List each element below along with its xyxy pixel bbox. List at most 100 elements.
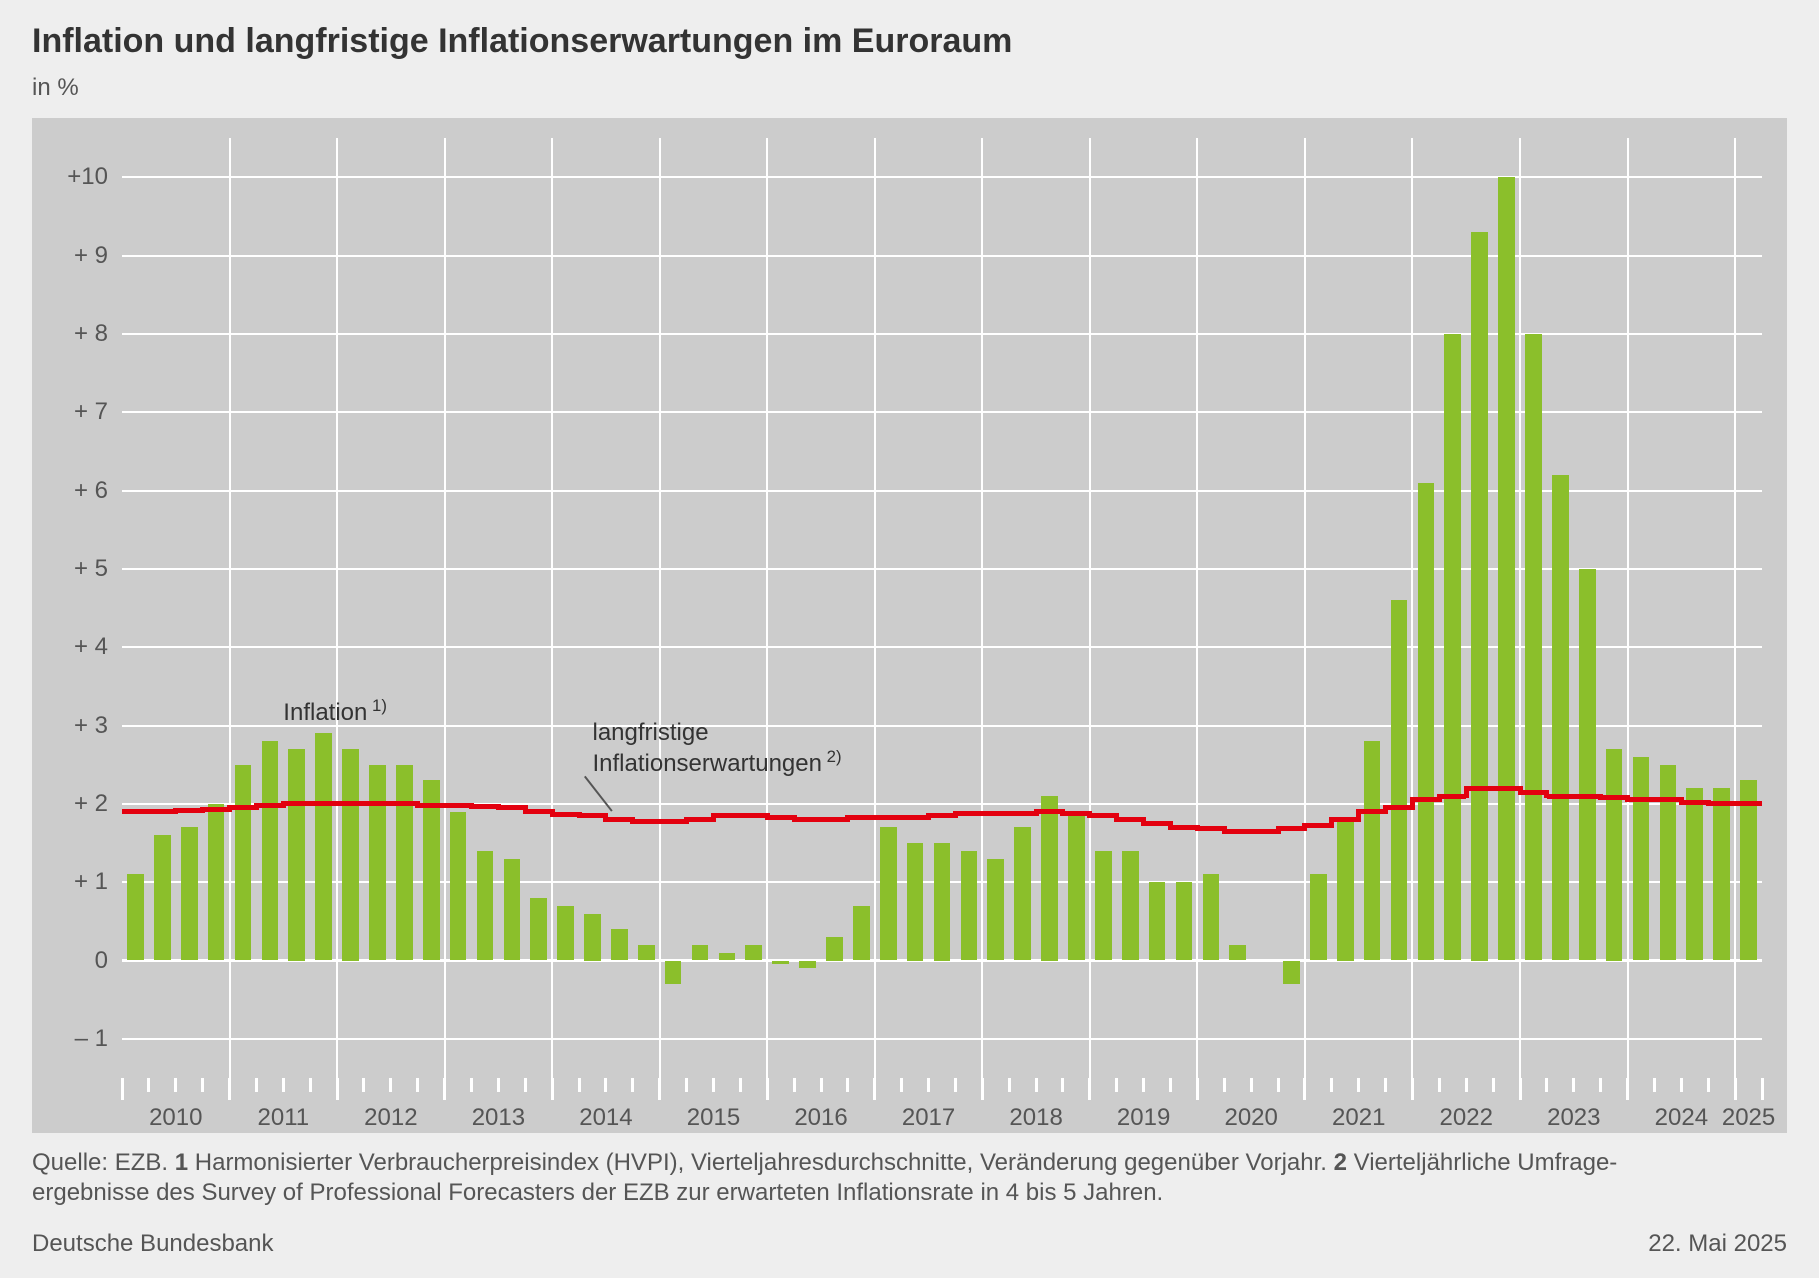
- x-tick-minor: [1330, 1078, 1333, 1092]
- x-tick-minor: [927, 1078, 930, 1092]
- line-connector: [281, 801, 286, 808]
- x-year-label: 2015: [687, 1104, 740, 1132]
- x-tick-minor: [1169, 1078, 1172, 1092]
- bar: [1364, 741, 1381, 960]
- x-year-label: 2024: [1655, 1104, 1708, 1132]
- y-tick-label: + 6: [74, 477, 108, 505]
- bar: [1579, 569, 1596, 961]
- line-connector: [1249, 829, 1254, 834]
- x-tick-minor: [685, 1078, 688, 1092]
- bar: [772, 961, 789, 965]
- line-segment: [1359, 809, 1386, 814]
- line-segment: [660, 819, 687, 824]
- line-connector: [1679, 797, 1684, 804]
- line-segment: [1628, 797, 1655, 802]
- x-tick-major: [981, 1078, 984, 1100]
- x-tick-major: [443, 1078, 446, 1100]
- line-segment: [256, 803, 283, 808]
- bar: [1418, 483, 1435, 961]
- bar: [181, 827, 198, 960]
- grid-line-h: [122, 490, 1762, 492]
- line-connector: [1168, 821, 1173, 830]
- bar: [1686, 788, 1703, 960]
- line-segment: [929, 813, 956, 818]
- grid-line-h: [122, 255, 1762, 257]
- grid-line-h: [122, 176, 1762, 178]
- line-connector: [523, 805, 528, 814]
- line-segment: [875, 815, 902, 820]
- x-tick-minor: [578, 1078, 581, 1092]
- x-tick-minor: [416, 1078, 419, 1092]
- line-segment: [1332, 817, 1359, 822]
- x-year-label: 2014: [579, 1104, 632, 1132]
- line-connector: [1625, 795, 1630, 802]
- bar: [853, 906, 870, 961]
- line-segment: [687, 817, 714, 822]
- x-tick-major: [1303, 1078, 1306, 1100]
- bar: [477, 851, 494, 961]
- line-connector: [442, 803, 447, 808]
- x-tick-major: [121, 1078, 124, 1100]
- bar: [1176, 882, 1193, 960]
- bar: [315, 733, 332, 960]
- line-connector: [980, 811, 985, 816]
- line-connector: [1034, 809, 1039, 816]
- line-segment: [955, 811, 982, 816]
- grid-line-v: [1411, 138, 1413, 1078]
- line-segment: [176, 808, 203, 813]
- line-connector: [899, 815, 904, 821]
- bar: [504, 859, 521, 961]
- line-connector: [469, 803, 474, 809]
- grid-line-v: [1627, 138, 1629, 1078]
- x-tick-major: [1519, 1078, 1522, 1100]
- footnote: Quelle: EZB. 1 Harmonisierter Verbrauche…: [32, 1148, 1787, 1208]
- x-tick-minor: [1492, 1078, 1495, 1092]
- line-connector: [1410, 797, 1415, 810]
- y-tick-label: + 1: [74, 868, 108, 896]
- chart-figure: Inflation und langfristige Inflationserw…: [0, 0, 1819, 1278]
- y-tick-label: + 7: [74, 398, 108, 426]
- line-connector: [926, 813, 931, 820]
- bar: [961, 851, 978, 961]
- line-connector: [630, 817, 635, 824]
- x-year-label: 2011: [257, 1104, 309, 1132]
- bar: [907, 843, 924, 961]
- line-segment: [498, 805, 525, 810]
- bar: [557, 906, 574, 961]
- line-segment: [1063, 811, 1090, 816]
- line-connector: [765, 813, 770, 820]
- y-tick-label: – 1: [75, 1025, 108, 1053]
- line-connector: [1007, 811, 1012, 816]
- y-tick-label: + 5: [74, 555, 108, 583]
- bar: [262, 741, 279, 960]
- bar: [1498, 177, 1515, 960]
- line-connector: [711, 813, 716, 822]
- bar: [1014, 827, 1031, 960]
- bar: [719, 953, 736, 961]
- x-tick-minor: [631, 1078, 634, 1092]
- x-tick-major: [1088, 1078, 1091, 1100]
- grid-line-v: [981, 138, 983, 1078]
- grid-line-v: [444, 138, 446, 1078]
- line-segment: [767, 815, 794, 820]
- line-segment: [740, 813, 767, 818]
- x-tick-minor: [739, 1078, 742, 1092]
- line-connector: [1652, 797, 1657, 802]
- x-year-label: 2020: [1224, 1104, 1277, 1132]
- grid-line-v: [766, 138, 768, 1078]
- line-segment: [1144, 821, 1171, 826]
- x-tick-major: [1626, 1078, 1629, 1100]
- line-segment: [525, 809, 552, 814]
- bar: [450, 812, 467, 961]
- bar: [1660, 765, 1677, 961]
- bar: [638, 945, 655, 961]
- line-segment: [1466, 786, 1493, 791]
- line-connector: [1329, 817, 1334, 828]
- x-year-label: 2012: [364, 1104, 417, 1132]
- x-tick-major: [873, 1078, 876, 1100]
- line-segment: [606, 817, 633, 822]
- bar: [880, 827, 897, 960]
- x-year-label: 2017: [902, 1104, 955, 1132]
- grid-line-v: [1304, 138, 1306, 1078]
- source-right: 22. Mai 2025: [1648, 1230, 1787, 1258]
